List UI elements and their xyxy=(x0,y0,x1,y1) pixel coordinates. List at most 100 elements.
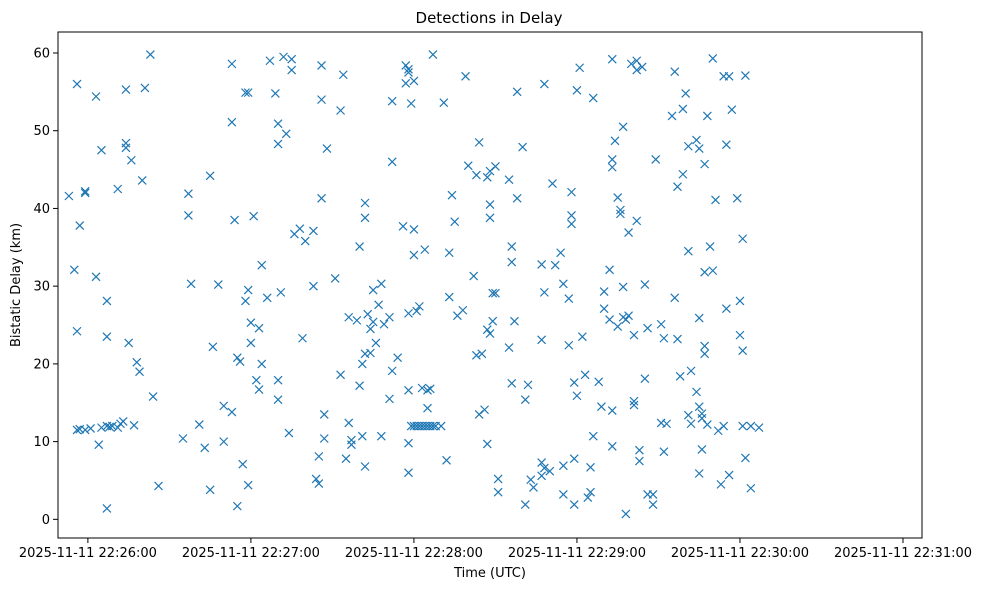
data-point xyxy=(518,142,528,152)
data-point xyxy=(618,122,628,132)
data-point xyxy=(366,348,375,358)
data-point xyxy=(219,437,229,447)
data-point xyxy=(246,338,256,348)
data-point xyxy=(580,370,590,380)
data-point xyxy=(137,176,147,185)
data-point xyxy=(376,279,386,289)
data-point xyxy=(537,259,547,269)
data-point xyxy=(694,144,704,154)
data-point xyxy=(556,248,566,258)
data-point xyxy=(428,421,438,431)
data-point xyxy=(738,421,748,431)
data-point xyxy=(711,195,720,205)
data-point xyxy=(694,402,704,412)
data-point xyxy=(357,359,367,369)
data-point xyxy=(596,402,606,412)
data-point xyxy=(635,456,644,466)
data-point xyxy=(569,454,579,464)
data-point xyxy=(347,440,356,450)
data-point xyxy=(398,221,408,231)
data-point xyxy=(605,315,614,325)
data-point xyxy=(393,353,403,363)
data-point xyxy=(474,137,484,147)
data-point xyxy=(594,377,604,387)
data-point xyxy=(629,396,639,406)
data-point xyxy=(121,143,131,153)
data-point xyxy=(607,406,617,415)
data-point xyxy=(287,54,297,64)
data-point xyxy=(238,459,248,469)
data-point xyxy=(659,447,669,457)
data-point xyxy=(404,385,413,395)
data-point xyxy=(624,228,633,237)
data-point xyxy=(610,136,620,146)
data-point xyxy=(355,242,365,251)
data-point xyxy=(273,395,283,405)
data-point xyxy=(721,304,731,314)
data-point xyxy=(564,340,574,350)
data-point xyxy=(300,236,310,246)
data-point xyxy=(624,311,633,321)
data-point xyxy=(387,157,397,167)
data-point xyxy=(485,329,495,339)
data-point xyxy=(558,279,568,289)
data-point xyxy=(270,88,280,98)
x-tick-label: 2025-11-11 22:28:00 xyxy=(345,546,483,561)
data-point xyxy=(463,161,473,171)
data-point xyxy=(567,211,576,220)
data-point xyxy=(583,493,593,503)
data-point xyxy=(637,62,647,72)
data-point xyxy=(314,451,324,461)
data-point xyxy=(640,374,650,384)
x-tick-label: 2025-11-11 22:31:00 xyxy=(834,546,972,561)
data-point xyxy=(485,200,495,209)
data-point xyxy=(450,217,460,227)
data-point xyxy=(308,226,318,236)
data-point xyxy=(414,301,424,311)
data-point xyxy=(314,479,324,489)
data-point xyxy=(491,288,500,298)
data-point xyxy=(697,409,707,419)
data-point xyxy=(404,438,413,448)
data-point xyxy=(86,423,96,433)
data-point xyxy=(482,172,492,182)
data-point xyxy=(735,296,745,306)
data-point xyxy=(520,500,530,510)
data-point xyxy=(357,431,367,441)
data-point xyxy=(686,419,696,429)
data-point xyxy=(635,445,644,455)
data-point xyxy=(281,129,291,139)
data-point xyxy=(702,111,712,121)
data-point xyxy=(605,265,614,275)
data-point xyxy=(401,60,411,70)
data-point xyxy=(740,453,750,463)
data-point xyxy=(504,175,514,185)
data-point xyxy=(738,234,748,244)
data-point xyxy=(621,315,631,325)
data-point xyxy=(344,418,354,428)
data-point xyxy=(243,88,253,98)
data-point xyxy=(118,416,128,426)
data-point xyxy=(194,420,204,429)
data-point xyxy=(444,248,454,258)
data-point xyxy=(178,434,188,443)
data-point xyxy=(124,338,134,348)
data-point xyxy=(423,385,432,395)
data-point xyxy=(374,300,384,310)
data-point xyxy=(200,443,210,453)
data-point xyxy=(683,141,693,151)
data-point xyxy=(572,85,582,95)
data-point xyxy=(599,304,609,314)
data-point xyxy=(208,342,218,352)
data-point xyxy=(371,338,381,348)
data-point xyxy=(675,371,685,381)
data-point xyxy=(629,400,639,410)
data-point xyxy=(607,155,617,164)
data-point xyxy=(738,346,748,356)
data-point xyxy=(385,312,394,322)
data-point xyxy=(667,111,677,121)
data-point xyxy=(678,169,688,179)
data-point xyxy=(539,287,549,297)
data-point xyxy=(599,287,609,297)
